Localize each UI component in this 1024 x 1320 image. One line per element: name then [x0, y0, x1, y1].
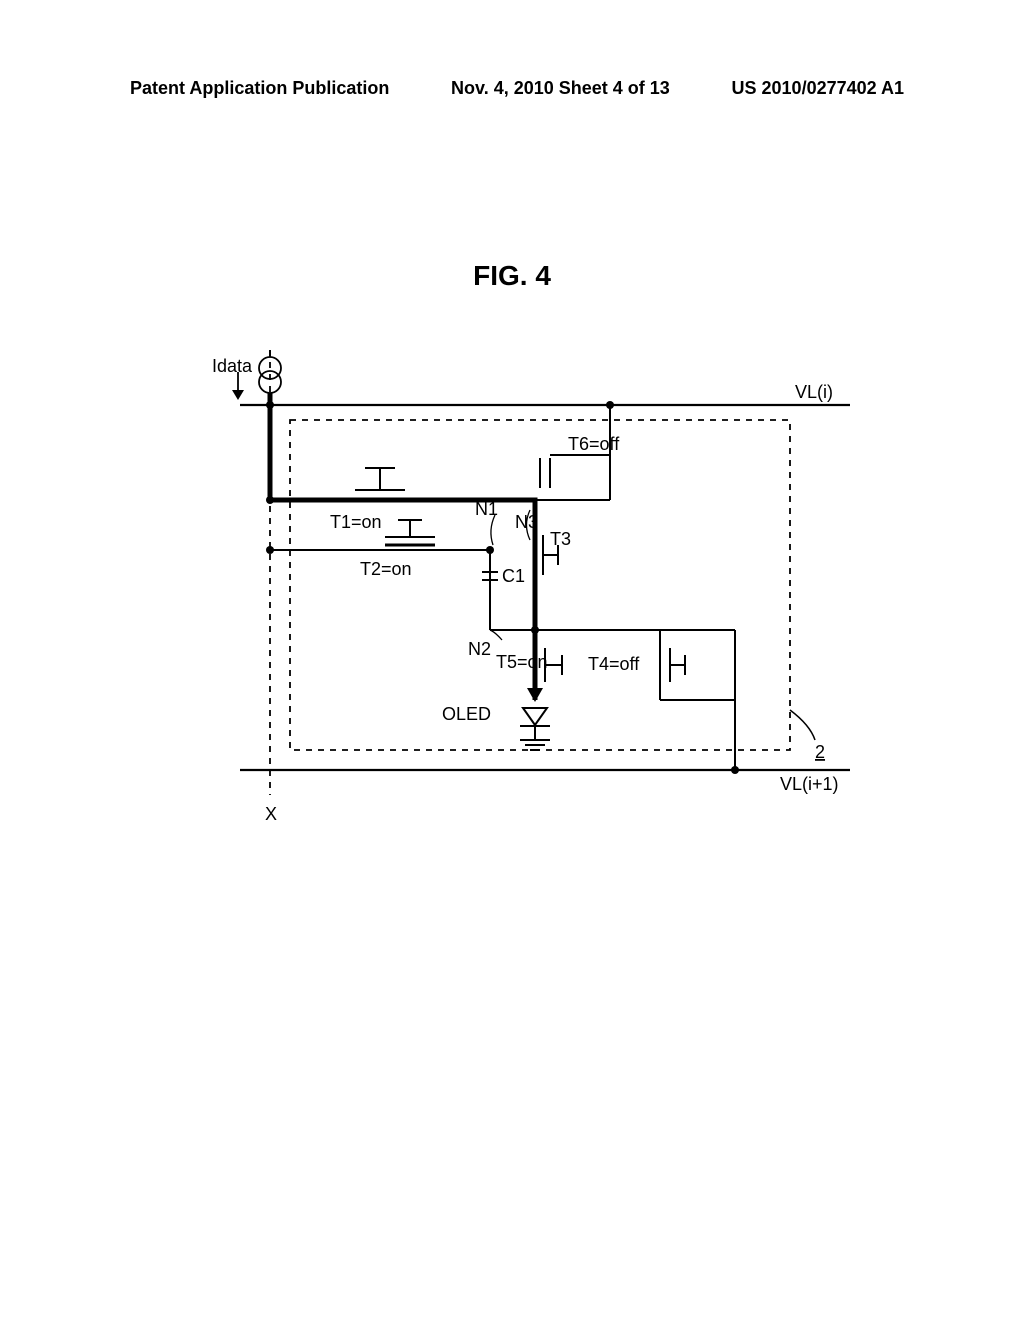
n1-label: N1 [475, 499, 498, 519]
oled-label: OLED [442, 704, 491, 724]
idata-label: Idata [212, 356, 253, 376]
t3-label: T3 [550, 529, 571, 549]
t1-label: T1=on [330, 512, 382, 532]
header-right: US 2010/0277402 A1 [732, 78, 904, 99]
current-arrow [527, 688, 543, 702]
pixel-ref-label: 2 [815, 742, 825, 762]
oled-triangle [523, 708, 547, 725]
figure-title: FIG. 4 [473, 260, 551, 292]
n2-label: N2 [468, 639, 491, 659]
pixel-leader [790, 710, 815, 740]
t6-label: T6=off [568, 434, 620, 454]
header-left: Patent Application Publication [130, 78, 389, 99]
t4-label: T4=off [588, 654, 640, 674]
t5-label: T5=on [496, 652, 548, 672]
c1-label: C1 [502, 566, 525, 586]
page-header: Patent Application Publication Nov. 4, 2… [0, 78, 1024, 99]
circuit-diagram: 2 X VL(i) VL(i+1) Idata [170, 350, 850, 830]
t2-label: T2=on [360, 559, 412, 579]
header-center: Nov. 4, 2010 Sheet 4 of 13 [451, 78, 670, 99]
page: Patent Application Publication Nov. 4, 2… [0, 0, 1024, 1320]
idata-arrow-head [232, 390, 244, 400]
vl-i-label: VL(i) [795, 382, 833, 402]
vl-i1-label: VL(i+1) [780, 774, 839, 794]
x-label: X [265, 804, 277, 824]
n3-label: N3 [515, 512, 538, 532]
